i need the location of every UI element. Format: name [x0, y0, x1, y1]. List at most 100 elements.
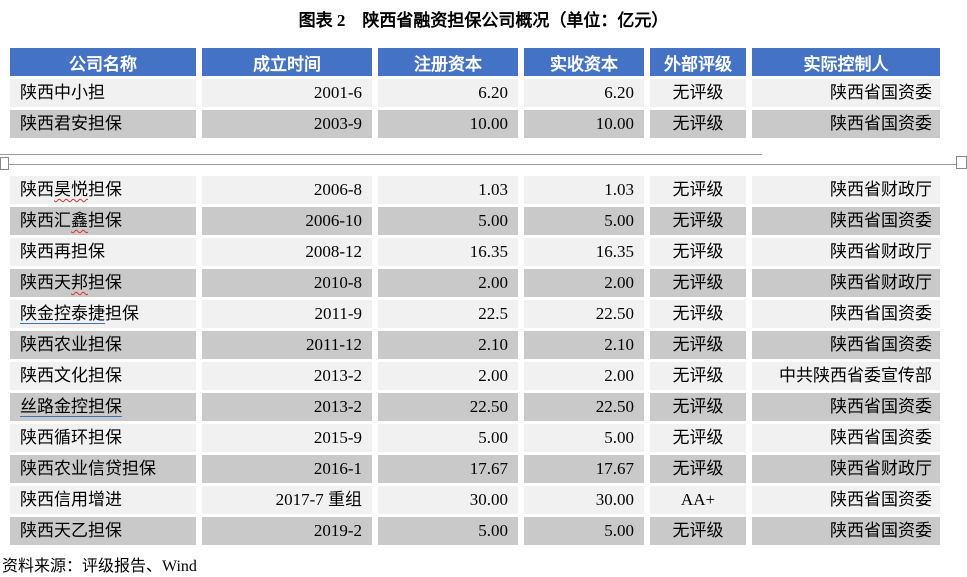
cell-paid-in-capital: 2.00 — [524, 269, 644, 297]
column-header-established: 成立时间 — [202, 48, 372, 76]
source-note: 资料来源：评级报告、Wind — [2, 558, 197, 575]
cell-paid-in-capital: 6.20 — [524, 79, 644, 107]
cell-rating: 无评级 — [650, 176, 746, 204]
cell-rating: 无评级 — [650, 393, 746, 421]
cell-company-name: 陕西中小担 — [10, 79, 196, 107]
table-row: 陕西汇鑫担保 2006-10 5.00 5.00 无评级 陕西省国资委 — [10, 207, 940, 235]
table-row: 丝路金控担保 2013-2 22.50 22.50 无评级 陕西省国资委 — [10, 393, 940, 421]
cell-registered-capital: 2.00 — [378, 362, 518, 390]
cell-registered-capital: 22.50 — [378, 393, 518, 421]
cell-established: 2006-8 — [202, 176, 372, 204]
cell-rating: 无评级 — [650, 424, 746, 452]
cell-company-name: 丝路金控担保 — [10, 393, 196, 421]
cell-company-name: 陕西天邦担保 — [10, 269, 196, 297]
table-row: 陕西天邦担保 2010-8 2.00 2.00 无评级 陕西省财政厅 — [10, 269, 940, 297]
cell-registered-capital: 22.5 — [378, 300, 518, 328]
cell-company-name: 陕金控泰捷担保 — [10, 300, 196, 328]
column-header-registered-capital: 注册资本 — [378, 48, 518, 76]
cell-paid-in-capital: 5.00 — [524, 207, 644, 235]
cell-company-name: 陕西汇鑫担保 — [10, 207, 196, 235]
cell-paid-in-capital: 17.67 — [524, 455, 644, 483]
cell-company-name: 陕西再担保 — [10, 238, 196, 266]
company-name-text: 鑫 — [71, 211, 88, 230]
cell-controller: 陕西省财政厅 — [752, 269, 940, 297]
cell-rating: 无评级 — [650, 238, 746, 266]
company-name-link[interactable]: 陕金控泰捷 — [20, 304, 105, 323]
guarantee-table-page2: 陕西昊悦担保 2006-8 1.03 1.03 无评级 陕西省财政厅 陕西汇鑫担保 2006-… — [4, 173, 946, 548]
page-break-line-lower — [0, 164, 967, 165]
company-name-text: 陕西循环担保 — [20, 428, 122, 447]
cell-paid-in-capital: 2.00 — [524, 362, 644, 390]
table-row: 陕西中小担 2001-6 6.20 6.20 无评级 陕西省国资委 — [10, 79, 940, 107]
cell-registered-capital: 1.03 — [378, 176, 518, 204]
cell-rating: 无评级 — [650, 362, 746, 390]
cell-paid-in-capital: 16.35 — [524, 238, 644, 266]
table-row: 陕西信用增进 2017-7 重组 30.00 30.00 AA+ 陕西省国资委 — [10, 486, 940, 514]
cell-company-name: 陕西君安担保 — [10, 110, 196, 138]
guarantee-table-page1: 公司名称 成立时间 注册资本 实收资本 外部评级 实际控制人 陕西中小担 2001… — [4, 45, 946, 141]
company-name-text: 担保 — [88, 273, 122, 292]
cell-registered-capital: 30.00 — [378, 486, 518, 514]
table-row: 陕西君安担保 2003-9 10.00 10.00 无评级 陕西省国资委 — [10, 110, 940, 138]
cell-rating: 无评级 — [650, 207, 746, 235]
table-title: 图表 2 陕西省融资担保公司概况（单位：亿元） — [298, 11, 669, 30]
cell-controller: 中共陕西省委宣传部 — [752, 362, 940, 390]
company-name-text: 担保 — [88, 211, 122, 230]
cell-company-name: 陕西农业信贷担保 — [10, 455, 196, 483]
cell-controller: 陕西省财政厅 — [752, 176, 940, 204]
cell-rating: 无评级 — [650, 517, 746, 545]
table-row: 陕西昊悦担保 2006-8 1.03 1.03 无评级 陕西省财政厅 — [10, 176, 940, 204]
column-header-controller: 实际控制人 — [752, 48, 940, 76]
table-row: 陕西农业担保 2011-12 2.10 2.10 无评级 陕西省国资委 — [10, 331, 940, 359]
cell-controller: 陕西省国资委 — [752, 486, 940, 514]
cell-established: 2003-9 — [202, 110, 372, 138]
cell-rating: 无评级 — [650, 269, 746, 297]
cell-established: 2019-2 — [202, 517, 372, 545]
cell-company-name: 陕西昊悦担保 — [10, 176, 196, 204]
cell-established: 2008-12 — [202, 238, 372, 266]
company-name-text: 陕西君安担保 — [20, 114, 122, 133]
cell-registered-capital: 6.20 — [378, 79, 518, 107]
cell-registered-capital: 17.67 — [378, 455, 518, 483]
cell-registered-capital: 2.00 — [378, 269, 518, 297]
column-header-company-name: 公司名称 — [10, 48, 196, 76]
cell-company-name: 陕西天乙担保 — [10, 517, 196, 545]
company-name-text: 陕西农业担保 — [20, 335, 122, 354]
cell-established: 2013-2 — [202, 393, 372, 421]
cell-company-name: 陕西信用增进 — [10, 486, 196, 514]
column-header-paid-in-capital: 实收资本 — [524, 48, 644, 76]
cell-rating: 无评级 — [650, 455, 746, 483]
cell-controller: 陕西省国资委 — [752, 110, 940, 138]
company-name-text: 陕西信用增进 — [20, 490, 122, 509]
cell-paid-in-capital: 22.50 — [524, 393, 644, 421]
company-name-text: 陕西汇 — [20, 211, 71, 230]
company-name-text: 陕西农业信贷担保 — [20, 459, 156, 478]
cell-controller: 陕西省国资委 — [752, 393, 940, 421]
cell-established: 2017-7 重组 — [202, 486, 372, 514]
cell-controller: 陕西省国资委 — [752, 517, 940, 545]
company-name-link[interactable]: 丝路金控担保 — [20, 397, 122, 416]
cell-controller: 陕西省国资委 — [752, 207, 940, 235]
cell-company-name: 陕西循环担保 — [10, 424, 196, 452]
company-name-text: 陕西再担保 — [20, 242, 105, 261]
table-row: 陕西文化担保 2013-2 2.00 2.00 无评级 中共陕西省委宣传部 — [10, 362, 940, 390]
page-break-left-handle — [0, 157, 9, 170]
cell-controller: 陕西省国资委 — [752, 331, 940, 359]
table-row: 陕西农业信贷担保 2016-1 17.67 17.67 无评级 陕西省财政厅 — [10, 455, 940, 483]
cell-registered-capital: 16.35 — [378, 238, 518, 266]
table-row: 陕西再担保 2008-12 16.35 16.35 无评级 陕西省财政厅 — [10, 238, 940, 266]
cell-controller: 陕西省国资委 — [752, 79, 940, 107]
table-row: 陕金控泰捷担保 2011-9 22.5 22.50 无评级 陕西省国资委 — [10, 300, 940, 328]
company-name-text: 昊悦 — [54, 180, 88, 199]
cell-established: 2001-6 — [202, 79, 372, 107]
cell-company-name: 陕西农业担保 — [10, 331, 196, 359]
cell-paid-in-capital: 30.00 — [524, 486, 644, 514]
page-break-line-upper — [0, 154, 762, 155]
cell-paid-in-capital: 5.00 — [524, 424, 644, 452]
cell-rating: 无评级 — [650, 331, 746, 359]
cell-registered-capital: 2.10 — [378, 331, 518, 359]
cell-rating: 无评级 — [650, 79, 746, 107]
cell-established: 2006-10 — [202, 207, 372, 235]
cell-established: 2011-9 — [202, 300, 372, 328]
